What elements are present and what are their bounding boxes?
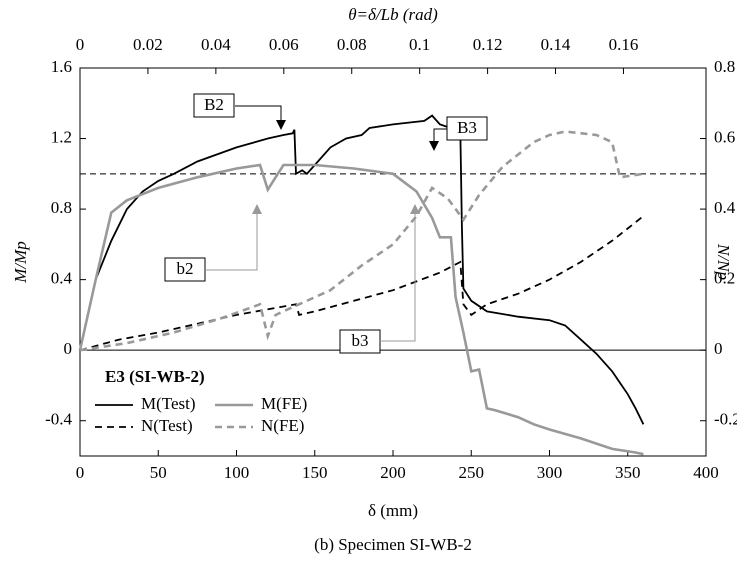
y-tick-label: 1.2 <box>51 127 72 146</box>
annotation-label: b3 <box>352 331 369 350</box>
x-tick-label: 50 <box>150 463 167 482</box>
annotation-arrowhead <box>252 204 262 214</box>
x2-tick-label: 0 <box>76 35 85 54</box>
x2-tick-label: 0.12 <box>473 35 503 54</box>
annotation-arrowhead <box>429 141 439 151</box>
y-tick-label: 0.4 <box>51 269 73 288</box>
series-line <box>79 130 644 352</box>
legend-title: E3 (SI-WB-2) <box>105 367 205 386</box>
y2-tick-label: 0 <box>714 339 723 358</box>
legend-label: M(Test) <box>141 394 196 413</box>
x2-tick-label: 0.14 <box>541 35 571 54</box>
y-tick-label: 0.8 <box>51 198 72 217</box>
x-tick-label: 150 <box>302 463 328 482</box>
x2-tick-label: 0.02 <box>133 35 163 54</box>
annotation-arrowhead <box>276 120 286 130</box>
legend-label: N(FE) <box>261 416 304 435</box>
x2-tick-label: 0.16 <box>609 35 639 54</box>
annotation-label: B2 <box>204 95 224 114</box>
y2-axis-label: N/Np <box>714 243 733 280</box>
x-axis-label: δ (mm) <box>368 501 418 520</box>
x-tick-label: 400 <box>693 463 719 482</box>
annotation-connector <box>380 212 416 342</box>
x-tick-label: 0 <box>76 463 85 482</box>
series-line <box>78 163 644 456</box>
y2-tick-label: 0.6 <box>714 127 735 146</box>
legend-label: M(FE) <box>261 394 307 413</box>
annotation-connector <box>433 128 447 143</box>
x-tick-label: 350 <box>615 463 641 482</box>
y2-tick-label: 0.8 <box>714 57 735 76</box>
annotation-arrowhead <box>410 204 420 214</box>
series-line <box>79 114 645 425</box>
y-tick-label: 1.6 <box>51 57 72 76</box>
annotation-connector <box>205 212 258 271</box>
legend-label: N(Test) <box>141 416 193 435</box>
y-axis-label: M/Mp <box>11 241 30 284</box>
x-tick-label: 100 <box>224 463 250 482</box>
x-tick-label: 300 <box>537 463 563 482</box>
x-tick-label: 200 <box>380 463 406 482</box>
y-tick-label: -0.4 <box>45 410 72 429</box>
x2-tick-label: 0.08 <box>337 35 367 54</box>
x2-tick-label: 0.06 <box>269 35 299 54</box>
annotation-label: B3 <box>457 118 477 137</box>
annotation-box <box>193 93 235 118</box>
x2-axis-label: θ=δ/Lb (rad) <box>348 5 438 24</box>
y2-tick-label: -0.2 <box>714 410 737 429</box>
annotation-label: b2 <box>177 259 194 278</box>
y-tick-label: 0 <box>64 339 73 358</box>
y2-tick-label: 0.2 <box>714 269 735 288</box>
x2-tick-label: 0.04 <box>201 35 231 54</box>
x2-tick-label: 0.1 <box>409 35 430 54</box>
x-tick-label: 250 <box>459 463 485 482</box>
caption: (b) Specimen SI-WB-2 <box>314 535 472 554</box>
annotation-connector <box>235 105 282 122</box>
y2-tick-label: 0.4 <box>714 198 736 217</box>
